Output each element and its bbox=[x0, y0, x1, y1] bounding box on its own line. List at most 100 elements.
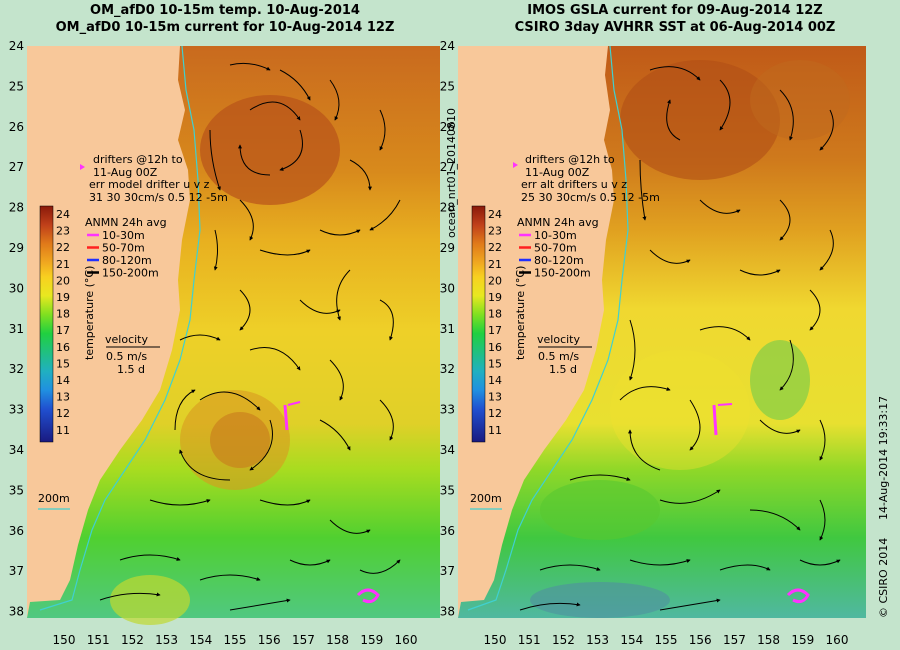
longitude-tick-label: 152 bbox=[121, 633, 144, 647]
latitude-tick-label: 37 bbox=[440, 564, 455, 578]
colorbar-tick-label: 14 bbox=[56, 374, 70, 387]
latitude-tick-label: 34 bbox=[440, 443, 455, 457]
right-colorbar-label: temperature (°C) bbox=[514, 266, 527, 360]
latitude-tick-label: 25 bbox=[440, 79, 455, 93]
colorbar-tick-label: 20 bbox=[488, 274, 502, 287]
right-colorbar bbox=[471, 205, 486, 443]
colorbar-tick-label: 11 bbox=[488, 424, 502, 437]
right-drifters-line2: 11-Aug 00Z bbox=[525, 166, 590, 179]
longitude-tick-label: 157 bbox=[723, 633, 746, 647]
colorbar-tick-label: 11 bbox=[56, 424, 70, 437]
right-land-mass bbox=[458, 46, 614, 618]
right-anmn-title: ANMN 24h avg bbox=[517, 216, 599, 229]
longitude-tick-label: 158 bbox=[326, 633, 349, 647]
latitude-tick-label: 36 bbox=[440, 524, 455, 538]
latitude-tick-label: 36 bbox=[9, 524, 24, 538]
latitude-tick-label: 30 bbox=[9, 281, 24, 295]
longitude-tick-label: 156 bbox=[689, 633, 712, 647]
anmn-legend-label: 80-120m bbox=[534, 254, 584, 267]
latitude-tick-label: 34 bbox=[9, 443, 24, 457]
anmn-legend-label: 10-30m bbox=[102, 229, 145, 242]
latitude-tick-label: 24 bbox=[9, 39, 24, 53]
right-colorbar-ticks: 24 23 22 21 20 19 18 17 16 15 14 13 12 11 bbox=[488, 208, 502, 437]
copyright-label: © CSIRO 2014 bbox=[877, 538, 890, 618]
left-drifters-line3: err model drifter u v z bbox=[89, 178, 210, 191]
latitude-tick-label: 37 bbox=[9, 564, 24, 578]
anmn-legend-label: 80-120m bbox=[102, 254, 152, 267]
colorbar-tick-label: 23 bbox=[56, 225, 70, 238]
right-drifters-line4: 25 30 30cm/s 0.5 12 -5m bbox=[521, 191, 660, 204]
anmn-legend-label: 50-70m bbox=[102, 242, 145, 255]
left-title-line1: OM_afD0 10-15m temp. 10-Aug-2014 bbox=[90, 3, 360, 18]
timestamp-label: 14-Aug-2014 19:33:17 bbox=[877, 396, 890, 520]
longitude-tick-label: 151 bbox=[87, 633, 110, 647]
left-map bbox=[27, 45, 440, 625]
longitude-tick-label: 150 bbox=[53, 633, 76, 647]
latitude-tick-label: 25 bbox=[9, 79, 24, 93]
longitude-tick-label: 155 bbox=[655, 633, 678, 647]
latitude-tick-label: 28 bbox=[9, 201, 24, 215]
right-200m-label: 200m bbox=[470, 492, 502, 505]
colorbar-tick-label: 15 bbox=[56, 357, 70, 370]
longitude-tick-label: 159 bbox=[791, 633, 814, 647]
anmn-legend-label: 10-30m bbox=[534, 229, 577, 242]
latitude-tick-label: 28 bbox=[440, 201, 455, 215]
colorbar-tick-label: 19 bbox=[56, 291, 70, 304]
colorbar-tick-label: 18 bbox=[56, 308, 70, 321]
colorbar-tick-label: 21 bbox=[488, 258, 502, 271]
longitude-tick-label: 153 bbox=[586, 633, 609, 647]
colorbar-tick-label: 24 bbox=[56, 208, 70, 221]
colorbar-tick-label: 17 bbox=[56, 324, 70, 337]
latitude-tick-label: 26 bbox=[440, 120, 455, 134]
left-200m-isobath bbox=[39, 45, 201, 611]
colorbar-tick-label: 14 bbox=[488, 374, 502, 387]
colorbar-tick-label: 13 bbox=[56, 391, 70, 404]
colorbar-tick-label: 16 bbox=[56, 341, 70, 354]
latitude-tick-label: 24 bbox=[440, 39, 455, 53]
latitude-tick-label: 33 bbox=[9, 403, 24, 417]
longitude-tick-label: 159 bbox=[360, 633, 383, 647]
colorbar-tick-label: 20 bbox=[56, 274, 70, 287]
left-drifters-line2: 11-Aug 00Z bbox=[93, 166, 158, 179]
longitude-tick-label: 152 bbox=[552, 633, 575, 647]
colorbar-tick-label: 16 bbox=[488, 341, 502, 354]
right-title-line2: CSIRO 3day AVHRR SST at 06-Aug-2014 00Z bbox=[514, 20, 836, 35]
right-map bbox=[458, 45, 866, 618]
latitude-tick-label: 38 bbox=[440, 605, 455, 619]
latitude-tick-label: 32 bbox=[440, 362, 455, 376]
latitude-tick-label: 29 bbox=[9, 241, 24, 255]
latitude-tick-label: 27 bbox=[9, 160, 24, 174]
colorbar-tick-label: 21 bbox=[56, 258, 70, 271]
left-velocity-title: velocity bbox=[105, 333, 148, 346]
latitude-tick-label: 35 bbox=[9, 483, 24, 497]
left-drifters-line4: 31 30 30cm/s 0.5 12 -5m bbox=[89, 191, 228, 204]
latitude-tick-label: 29 bbox=[440, 241, 455, 255]
right-drifters-line1: drifters @12h to bbox=[525, 153, 615, 166]
colorbar-tick-label: 24 bbox=[488, 208, 502, 221]
latitude-tick-label: 33 bbox=[440, 403, 455, 417]
left-map-title: OM_afD0 10-15m temp. 10-Aug-2014 OM_afD0… bbox=[0, 2, 450, 42]
right-latitude-ticks: 24 25 26 27 28 29 30 31 32 33 34 35 36 37 38 bbox=[440, 39, 455, 619]
longitude-tick-label: 155 bbox=[224, 633, 247, 647]
left-velocity-time: 1.5 d bbox=[117, 363, 145, 376]
colorbar-tick-label: 23 bbox=[488, 225, 502, 238]
latitude-tick-label: 31 bbox=[440, 322, 455, 336]
longitude-tick-label: 158 bbox=[757, 633, 780, 647]
right-drifters-line3: err alt drifters u v z bbox=[521, 178, 627, 191]
right-title-line1: IMOS GSLA current for 09-Aug-2014 12Z bbox=[527, 3, 823, 18]
longitude-tick-label: 154 bbox=[189, 633, 212, 647]
left-title-line2: OM_afD0 10-15m current for 10-Aug-2014 1… bbox=[55, 20, 395, 35]
anmn-legend-label: 150-200m bbox=[534, 267, 591, 280]
latitude-tick-label: 32 bbox=[9, 362, 24, 376]
colorbar-tick-label: 22 bbox=[488, 241, 502, 254]
latitude-tick-label: 27 bbox=[440, 160, 455, 174]
latitude-tick-label: 31 bbox=[9, 322, 24, 336]
left-200m-label: 200m bbox=[38, 492, 70, 505]
right-map-title: IMOS GSLA current for 09-Aug-2014 12Z CS… bbox=[450, 2, 900, 42]
colorbar-tick-label: 17 bbox=[488, 324, 502, 337]
left-current-vectors bbox=[99, 62, 401, 611]
left-colorbar-label: temperature (°C) bbox=[83, 266, 96, 360]
left-colorbar bbox=[39, 205, 54, 443]
